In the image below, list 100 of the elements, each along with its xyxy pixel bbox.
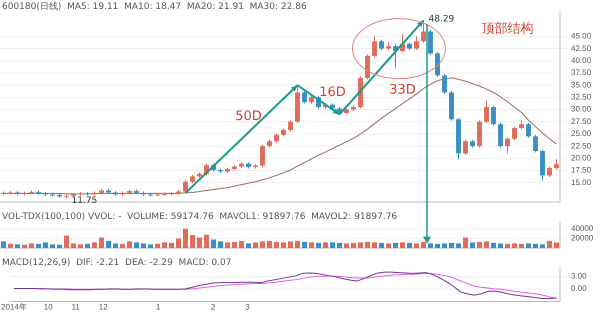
x-tick-label: 3 bbox=[245, 302, 250, 312]
bar bbox=[490, 242, 496, 248]
bar bbox=[518, 244, 524, 248]
bar bbox=[350, 242, 356, 248]
bar bbox=[540, 244, 546, 248]
candlestick bbox=[463, 139, 468, 156]
bar bbox=[532, 244, 538, 248]
bar bbox=[246, 243, 252, 248]
bar bbox=[308, 242, 314, 248]
bar bbox=[358, 242, 364, 248]
y-tick-label: 40.00 bbox=[571, 56, 592, 65]
bar bbox=[232, 242, 238, 248]
bar bbox=[162, 242, 168, 248]
bar bbox=[498, 243, 504, 248]
candlestick bbox=[533, 134, 538, 153]
bar bbox=[546, 240, 552, 248]
bar bbox=[42, 242, 48, 248]
bar bbox=[238, 240, 244, 248]
annotation: 48.29 bbox=[428, 14, 455, 25]
chart-title: VOL-TDX(100,100) VVOL: - VOLUME: 59174.76 MAVOL1: 91897.76 MAVOL2: 91897.76 bbox=[2, 212, 398, 222]
bar bbox=[148, 244, 154, 248]
x-tick-label: 2014年 bbox=[1, 302, 27, 312]
y-tick-label: 15.00 bbox=[571, 178, 592, 187]
bar bbox=[218, 241, 224, 248]
bar bbox=[204, 234, 210, 248]
x-tick-label: 11 bbox=[72, 302, 80, 312]
y-tick-label: 25.00 bbox=[571, 129, 592, 138]
bar bbox=[378, 242, 384, 248]
bar bbox=[336, 242, 342, 248]
bar bbox=[434, 244, 440, 248]
x-tick-label: 2 bbox=[210, 302, 216, 312]
bar bbox=[92, 242, 98, 248]
bar bbox=[512, 243, 518, 248]
annotation: 50D bbox=[235, 109, 262, 124]
bar bbox=[0, 241, 6, 248]
candlestick bbox=[414, 36, 419, 51]
candlestick bbox=[498, 122, 503, 148]
bar bbox=[120, 244, 126, 248]
bar bbox=[190, 235, 196, 248]
chart-title: MACD(12,26,9) DIF: -2.21 DEA: -2.29 MACD: 0.07 bbox=[2, 258, 232, 268]
bar bbox=[302, 242, 308, 248]
bar bbox=[330, 242, 336, 248]
bar bbox=[112, 243, 118, 248]
y-tick-label: 0.00 bbox=[571, 284, 588, 294]
bar bbox=[526, 243, 532, 248]
candlestick bbox=[372, 36, 377, 58]
bar bbox=[386, 243, 392, 248]
bar bbox=[274, 242, 280, 248]
y-tick-label: 40000 bbox=[571, 224, 594, 233]
bar bbox=[554, 242, 560, 248]
candlestick bbox=[512, 126, 517, 141]
bar bbox=[392, 242, 398, 248]
bar bbox=[140, 243, 146, 248]
candlestick bbox=[288, 120, 293, 132]
candlestick bbox=[505, 136, 510, 154]
bar bbox=[448, 242, 454, 248]
y-tick-label: 45.00 bbox=[571, 32, 592, 41]
y-tick-label: 20.00 bbox=[571, 154, 592, 163]
bar bbox=[224, 242, 230, 248]
candlestick bbox=[302, 90, 307, 104]
x-tick-label: 1 bbox=[156, 302, 161, 312]
candlestick bbox=[554, 158, 559, 170]
annotation: 11.75 bbox=[72, 196, 98, 206]
bar bbox=[288, 241, 294, 248]
bar bbox=[126, 241, 132, 248]
bar bbox=[176, 238, 182, 248]
bar bbox=[70, 243, 76, 248]
bar bbox=[78, 244, 84, 248]
y-tick-label: 35.00 bbox=[571, 80, 592, 90]
candlestick bbox=[274, 132, 279, 144]
bar bbox=[294, 240, 300, 248]
candlestick bbox=[442, 73, 447, 94]
candlestick bbox=[547, 166, 552, 178]
candlestick bbox=[428, 30, 433, 56]
bar bbox=[196, 238, 202, 248]
candlestick bbox=[491, 105, 496, 126]
bar bbox=[316, 242, 322, 248]
bar bbox=[106, 240, 112, 248]
bar bbox=[134, 242, 140, 248]
bar bbox=[168, 242, 174, 248]
bar bbox=[28, 243, 34, 248]
candlestick bbox=[421, 20, 426, 44]
y-tick-label: 20000 bbox=[571, 234, 594, 243]
bar bbox=[252, 242, 258, 248]
bar bbox=[8, 244, 14, 248]
annotation: 顶部结构 bbox=[482, 21, 534, 36]
y-tick-label: 32.50 bbox=[571, 92, 592, 102]
candlestick bbox=[435, 51, 440, 78]
candlestick bbox=[183, 180, 188, 194]
bar bbox=[462, 238, 468, 248]
bar bbox=[344, 243, 350, 248]
bar bbox=[476, 242, 482, 248]
y-tick-label: 3.00 bbox=[571, 272, 588, 281]
bar bbox=[322, 242, 328, 248]
candlestick bbox=[484, 100, 489, 124]
candlestick bbox=[519, 120, 524, 130]
x-tick-label: 10 bbox=[44, 302, 54, 312]
y-tick-label: 17.50 bbox=[571, 166, 592, 175]
bar bbox=[266, 240, 272, 248]
x-tick-label: 12 bbox=[98, 302, 108, 312]
